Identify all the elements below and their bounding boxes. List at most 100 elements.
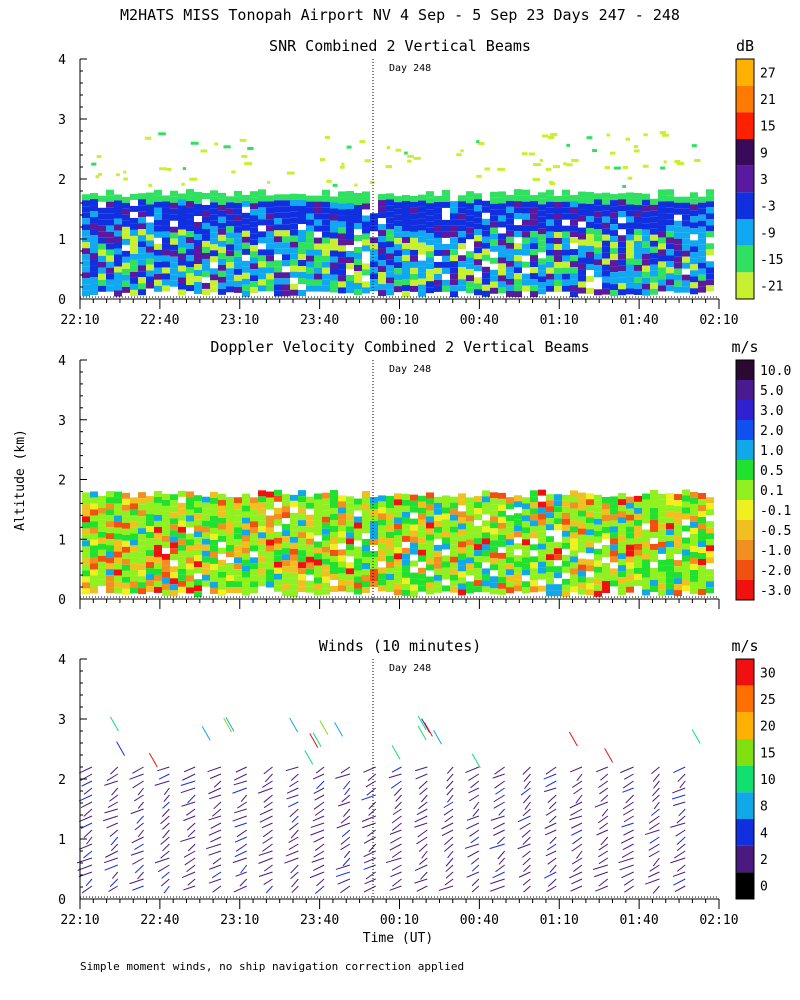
- heatmap-cell: [154, 556, 162, 563]
- heatmap-cell: [610, 254, 618, 261]
- heatmap-cell: [290, 241, 298, 248]
- wind-barb: [257, 787, 273, 794]
- wind-barb: [549, 836, 557, 844]
- heatmap-cell: [210, 497, 218, 504]
- heatmap-cell: [442, 225, 450, 232]
- heatmap-cell: [330, 573, 338, 580]
- heatmap-cell: [186, 587, 194, 594]
- heatmap-cell: [410, 524, 418, 531]
- heatmap-cell: [338, 579, 346, 586]
- heatmap-cell: [274, 567, 282, 574]
- x-tick-label: 22:40: [140, 313, 179, 328]
- heatmap-cell: [186, 189, 194, 196]
- heatmap-cell: [410, 560, 418, 567]
- heatmap-cell: [466, 509, 474, 516]
- wind-barb: [385, 857, 402, 864]
- colorbar-frame: [735, 58, 755, 300]
- heatmap-cell: [170, 572, 178, 579]
- heatmap-cell: [394, 202, 402, 209]
- heatmap-cell: [98, 213, 106, 220]
- wind-barb: [621, 871, 634, 879]
- heatmap-cell: [682, 232, 690, 239]
- heatmap-cell: [314, 589, 322, 596]
- heatmap-cell: [546, 542, 554, 549]
- heatmap-cell: [266, 267, 274, 274]
- heatmap-cell: [194, 495, 202, 502]
- heatmap-cell: [106, 189, 114, 196]
- heatmap-cell: [186, 521, 194, 528]
- heatmap-cell: [114, 527, 122, 534]
- heatmap-cell: [378, 495, 386, 502]
- heatmap-cell: [370, 532, 378, 539]
- heatmap-cell: [370, 213, 378, 220]
- wind-barb: [264, 773, 273, 783]
- heatmap-cell: [554, 201, 562, 208]
- heatmap-cell: [170, 244, 178, 251]
- wind-barb: [600, 773, 609, 781]
- heatmap-cell: [338, 197, 346, 204]
- heatmap-cell: [538, 270, 546, 277]
- wind-barb: [445, 871, 454, 879]
- heatmap-cell: [642, 559, 650, 566]
- heatmap-cell: [130, 575, 138, 582]
- heatmap-cell: [634, 561, 642, 568]
- heatmap-cell: [170, 512, 178, 519]
- heatmap-cell: [154, 213, 162, 220]
- heatmap-cell: [146, 222, 154, 229]
- heatmap-cell: [186, 581, 194, 588]
- heatmap-cell: [698, 244, 706, 251]
- heatmap-cell: [578, 275, 586, 282]
- heatmap-cell: [450, 520, 458, 527]
- heatmap-cell: [314, 243, 322, 250]
- heatmap-cell: [642, 505, 650, 512]
- heatmap-cell: [338, 209, 346, 216]
- heatmap-cell: [162, 219, 170, 226]
- heatmap-cell: [330, 220, 338, 227]
- heatmap-cell: [658, 189, 666, 196]
- heatmap-cell: [410, 285, 418, 292]
- heatmap-cell: [114, 569, 122, 576]
- heatmap-cell: [314, 547, 322, 554]
- heatmap-cell: [666, 505, 674, 512]
- heatmap-cell: [474, 283, 482, 290]
- wind-barb: [571, 822, 583, 829]
- wind-barb: [569, 801, 583, 809]
- heatmap-cell: [298, 194, 306, 201]
- heatmap-cell: [634, 537, 642, 544]
- heatmap-cell: [338, 519, 346, 526]
- wind-barb: [110, 766, 119, 775]
- heatmap-cell: [706, 279, 714, 286]
- heatmap-cell: [290, 199, 298, 206]
- heatmap-cell: [578, 570, 586, 577]
- heatmap-cell: [418, 543, 426, 550]
- heatmap-cell: [578, 540, 586, 547]
- heatmap-cell: [418, 200, 426, 207]
- heatmap-cell: [514, 585, 522, 592]
- wind-barb: [340, 815, 351, 824]
- heatmap-cell: [610, 212, 618, 219]
- wind-barb: [393, 787, 402, 796]
- wind-barb: [262, 836, 273, 844]
- heatmap-cell: [362, 191, 370, 198]
- wind-barb: [105, 850, 119, 858]
- heatmap-cell: [290, 289, 298, 296]
- heatmap-cell: [402, 571, 410, 578]
- heatmap-cell: [370, 538, 378, 545]
- heatmap-cell: [98, 549, 106, 556]
- wind-barb: [466, 822, 480, 830]
- heatmap-cell: [90, 563, 98, 570]
- echo-speck: [346, 145, 352, 149]
- heatmap-cell: [658, 535, 666, 542]
- heatmap-cell: [330, 196, 338, 203]
- heatmap-cell: [618, 583, 626, 590]
- echo-speck: [539, 158, 543, 162]
- heatmap-cell: [474, 580, 482, 587]
- wind-barb: [676, 815, 686, 824]
- heatmap-cell: [242, 278, 250, 285]
- heatmap-cell: [514, 213, 522, 220]
- wind-barb: [340, 843, 351, 851]
- heatmap-cell: [618, 535, 626, 542]
- wind-barb: [289, 822, 299, 831]
- heatmap-cell: [290, 560, 298, 567]
- heatmap-cell: [666, 207, 674, 214]
